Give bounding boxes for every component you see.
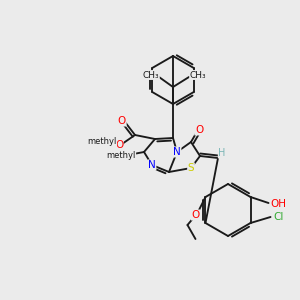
Text: N: N	[173, 147, 181, 157]
Text: O: O	[118, 116, 126, 126]
Text: S: S	[188, 163, 194, 173]
Text: O: O	[191, 210, 200, 220]
Text: O: O	[115, 140, 123, 150]
Text: CH₃: CH₃	[143, 70, 159, 80]
Text: OH: OH	[271, 199, 286, 209]
Text: CH₃: CH₃	[190, 70, 206, 80]
Text: Cl: Cl	[273, 212, 284, 222]
Text: H: H	[218, 148, 226, 158]
Text: N: N	[148, 160, 156, 170]
Text: O: O	[195, 125, 203, 135]
Text: methyl: methyl	[87, 137, 117, 146]
Text: methyl: methyl	[106, 152, 136, 160]
